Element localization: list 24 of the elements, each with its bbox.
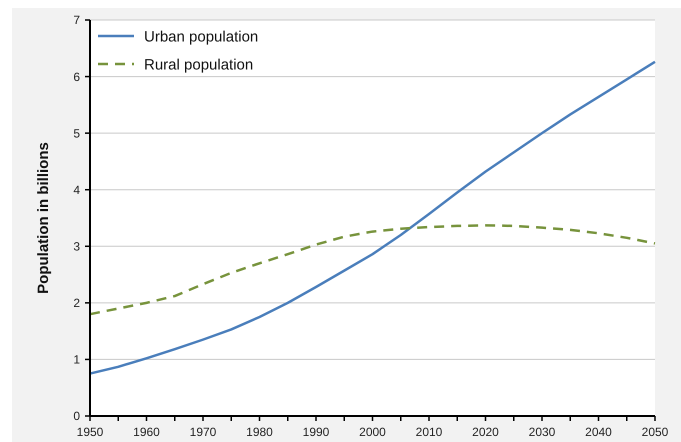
y-tick-label: 5 (73, 126, 80, 140)
x-tick-label: 1980 (246, 425, 274, 439)
line-series (88, 224, 656, 316)
y-axis-title: Population in billions (35, 142, 52, 294)
x-tick-label: 2030 (528, 425, 556, 439)
line-series (88, 60, 656, 375)
x-tick-label: 2050 (642, 425, 669, 439)
y-tick-label: 3 (73, 239, 80, 254)
x-tick-label: 2020 (472, 425, 500, 439)
y-tick-label: 2 (73, 296, 80, 310)
x-tick-label: 2000 (359, 425, 386, 439)
legend-label: Rural population (144, 56, 254, 74)
legend-label: Urban population (144, 28, 258, 46)
x-tick-label: 1950 (76, 425, 104, 439)
y-tick-label: 6 (73, 70, 80, 84)
y-tick-label: 0 (73, 409, 80, 424)
x-tick-label: 1960 (133, 425, 160, 439)
x-tick-label: 2010 (416, 425, 443, 439)
x-tick-label: 2040 (585, 425, 612, 439)
y-tick-label: 4 (73, 182, 80, 197)
y-tick-label: 1 (73, 352, 80, 367)
x-tick-label: 1970 (190, 425, 217, 439)
y-tick-label: 7 (73, 13, 80, 28)
x-tick-label: 1990 (302, 425, 330, 439)
